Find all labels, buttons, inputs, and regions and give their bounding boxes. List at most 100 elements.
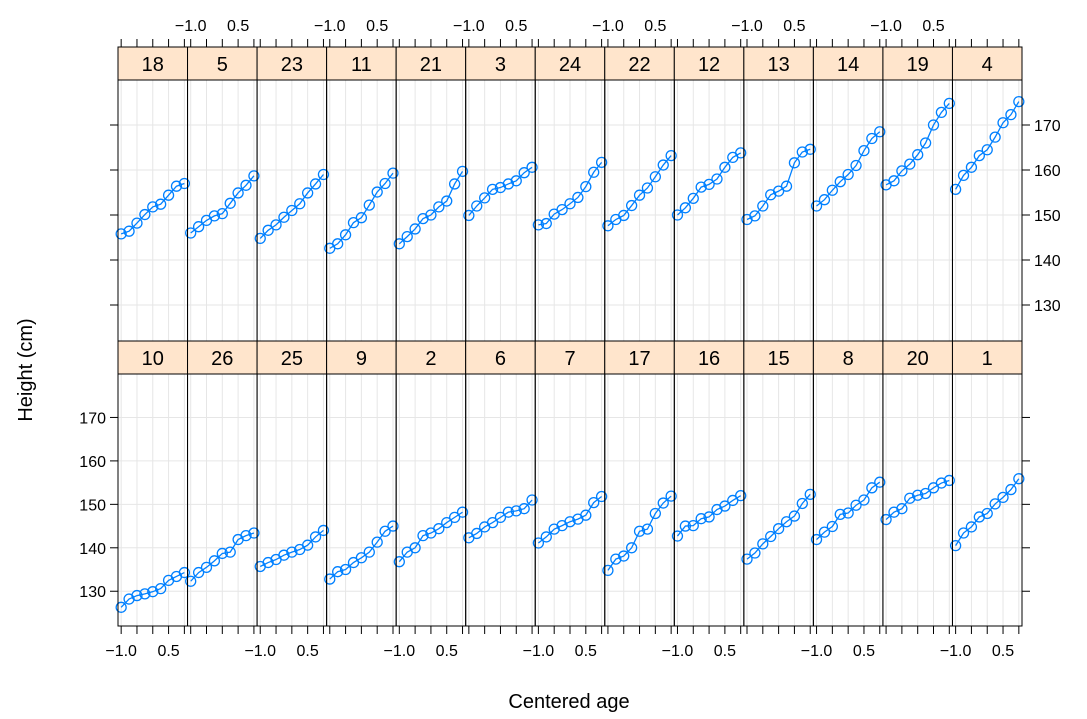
panel-4 (949, 95, 1025, 196)
series-line-10 (120, 571, 185, 608)
y-tick-label-right-0: 130 (1034, 298, 1061, 315)
x-tick-label-top-19-3: 0.5 (922, 18, 944, 35)
point-10-4 (147, 586, 159, 598)
point-20-2 (896, 503, 908, 515)
point-1-6 (997, 491, 1009, 504)
point-5-4 (216, 207, 228, 220)
point-14-3 (834, 176, 846, 188)
point-4-8 (1013, 95, 1025, 108)
data-layer (115, 95, 1025, 613)
point-19-7 (935, 106, 948, 119)
point-9-8 (387, 520, 399, 532)
point-9-1 (332, 566, 344, 578)
x-tick-label-bottom-10-0: −1.0 (105, 643, 137, 660)
point-4-2 (965, 161, 978, 173)
panel-26 (185, 527, 260, 587)
y-tick-label-left-3: 160 (79, 454, 106, 471)
point-25-7 (309, 531, 322, 543)
point-8-5 (850, 499, 862, 511)
strip-label-9: 9 (356, 348, 367, 370)
point-8-2 (826, 520, 838, 533)
point-6-7 (518, 503, 530, 515)
panel-11 (324, 167, 399, 254)
point-20-0 (880, 513, 892, 526)
point-14-8 (874, 126, 886, 138)
point-1-4 (981, 507, 993, 520)
point-2-2 (409, 542, 421, 554)
point-1-8 (1013, 473, 1025, 485)
x-tick-label-top-11-0: −1.0 (314, 18, 346, 35)
point-15-0 (741, 553, 753, 565)
point-13-1 (749, 210, 761, 222)
point-6-3 (486, 516, 499, 529)
x-tick-label-bottom-7-3: 0.5 (575, 643, 597, 660)
point-22-5 (641, 182, 654, 194)
strip-label-4: 4 (982, 54, 993, 76)
panel-16 (671, 490, 747, 542)
x-tick-label-bottom-1-3: 0.5 (992, 643, 1014, 660)
point-7-7 (588, 496, 600, 509)
point-8-8 (874, 476, 886, 488)
point-14-4 (842, 168, 854, 181)
point-24-6 (580, 180, 592, 193)
x-tick-label-bottom-7-0: −1.0 (523, 643, 555, 660)
strip-10 (117, 340, 189, 375)
series-line-18 (120, 182, 185, 235)
strip-label-8: 8 (843, 348, 854, 370)
series-line-5 (190, 175, 255, 234)
point-1-5 (989, 498, 1001, 510)
point-12-8 (735, 147, 747, 159)
strip-label-10: 10 (142, 348, 164, 370)
point-16-6 (719, 500, 731, 512)
point-15-2 (757, 538, 769, 550)
strip-label-15: 15 (767, 348, 789, 370)
point-24-5 (572, 191, 584, 204)
point-6-6 (510, 505, 522, 517)
point-12-1 (679, 202, 692, 214)
point-26-2 (200, 561, 213, 573)
point-12-3 (695, 181, 707, 193)
point-5-0 (185, 227, 197, 239)
series-line-26 (190, 532, 255, 582)
y-tick-label-right-3: 160 (1034, 163, 1061, 180)
point-24-4 (564, 198, 576, 210)
point-15-5 (780, 516, 793, 528)
strip-14 (812, 46, 884, 81)
point-16-3 (695, 513, 707, 525)
point-22-0 (602, 220, 614, 232)
strip-label-21: 21 (420, 54, 442, 76)
point-18-5 (155, 198, 167, 210)
x-tick-label-top-22-0: −1.0 (592, 18, 624, 35)
point-19-5 (919, 137, 932, 149)
strip-15 (743, 340, 814, 375)
point-17-5 (641, 523, 654, 535)
point-13-5 (780, 180, 793, 192)
point-14-0 (810, 200, 823, 212)
point-22-7 (657, 159, 669, 171)
x-tick-label-top-3-3: 0.5 (505, 18, 527, 35)
point-16-2 (687, 519, 699, 532)
point-4-7 (1005, 109, 1017, 121)
point-16-0 (671, 530, 684, 542)
point-26-5 (224, 546, 236, 558)
point-21-8 (456, 165, 469, 178)
tick-layer: −1.0 0.5 −1.0 0.5 −1.0 0.5 −1.0 0.5 −1.0 0.5 −1.0 0… (79, 18, 1061, 660)
point-4-4 (981, 144, 993, 156)
y-tick-label-right-4: 170 (1034, 118, 1061, 135)
point-1-0 (949, 539, 962, 552)
point-26-0 (185, 575, 197, 587)
point-10-2 (131, 589, 143, 602)
point-24-0 (532, 219, 545, 231)
point-17-3 (625, 542, 638, 554)
y-tick-label-left-1: 140 (79, 541, 106, 558)
point-3-8 (526, 161, 538, 173)
point-15-7 (796, 497, 808, 510)
point-2-0 (393, 556, 405, 568)
point-21-4 (425, 209, 437, 221)
panel-19 (880, 97, 955, 191)
strip-7 (534, 340, 606, 375)
point-6-4 (494, 511, 507, 524)
point-9-0 (324, 573, 336, 585)
point-23-1 (262, 224, 274, 236)
x-tick-label-bottom-25-3: 0.5 (297, 643, 319, 660)
